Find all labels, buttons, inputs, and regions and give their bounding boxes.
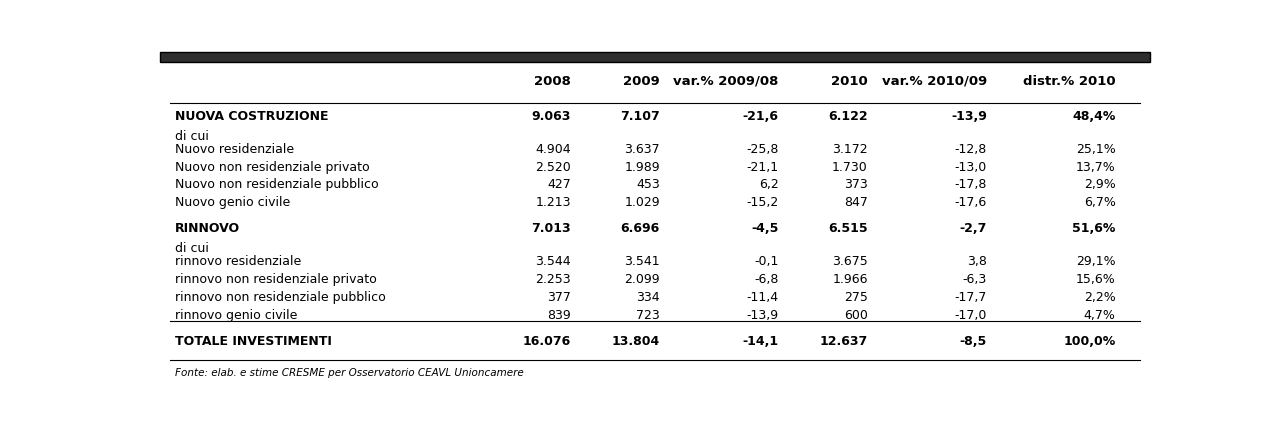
Text: 1.730: 1.730 xyxy=(832,160,868,174)
Text: -8,5: -8,5 xyxy=(960,335,987,347)
Text: -13,0: -13,0 xyxy=(955,160,987,174)
Text: rinnovo non residenziale pubblico: rinnovo non residenziale pubblico xyxy=(175,291,386,304)
Text: 3.675: 3.675 xyxy=(832,255,868,268)
Text: 3.172: 3.172 xyxy=(832,143,868,156)
Text: -11,4: -11,4 xyxy=(746,291,778,304)
Text: 3.637: 3.637 xyxy=(624,143,659,156)
Text: 100,0%: 100,0% xyxy=(1063,335,1116,347)
Text: 4,7%: 4,7% xyxy=(1084,309,1116,322)
Text: 13.804: 13.804 xyxy=(612,335,659,347)
Text: -17,0: -17,0 xyxy=(955,309,987,322)
Text: -17,6: -17,6 xyxy=(955,196,987,209)
Text: -14,1: -14,1 xyxy=(743,335,778,347)
Text: var.% 2009/08: var.% 2009/08 xyxy=(674,75,778,88)
Text: 2008: 2008 xyxy=(534,75,571,88)
Text: 723: 723 xyxy=(636,309,659,322)
Text: -6,3: -6,3 xyxy=(962,273,987,286)
Text: Nuovo genio civile: Nuovo genio civile xyxy=(175,196,290,209)
Text: 51,6%: 51,6% xyxy=(1072,222,1116,235)
Text: distr.% 2010: distr.% 2010 xyxy=(1022,75,1116,88)
Text: -21,1: -21,1 xyxy=(746,160,778,174)
Text: 16.076: 16.076 xyxy=(523,335,571,347)
Text: 847: 847 xyxy=(843,196,868,209)
Text: 9.063: 9.063 xyxy=(532,110,571,123)
Text: 2.253: 2.253 xyxy=(535,273,571,286)
Text: -6,8: -6,8 xyxy=(754,273,778,286)
Text: NUOVA COSTRUZIONE: NUOVA COSTRUZIONE xyxy=(175,110,328,123)
Text: -4,5: -4,5 xyxy=(751,222,778,235)
Text: 1.966: 1.966 xyxy=(832,273,868,286)
Text: RINNOVO: RINNOVO xyxy=(175,222,240,235)
Text: 25,1%: 25,1% xyxy=(1076,143,1116,156)
Text: -21,6: -21,6 xyxy=(743,110,778,123)
Text: 48,4%: 48,4% xyxy=(1072,110,1116,123)
Text: -15,2: -15,2 xyxy=(746,196,778,209)
Text: Nuovo residenziale: Nuovo residenziale xyxy=(175,143,294,156)
Text: Fonte: elab. e stime CRESME per Osservatorio CEAVL Unioncamere: Fonte: elab. e stime CRESME per Osservat… xyxy=(175,368,524,378)
Text: 453: 453 xyxy=(636,178,659,191)
Text: 3,8: 3,8 xyxy=(967,255,987,268)
Text: 1.213: 1.213 xyxy=(535,196,571,209)
Text: var.% 2010/09: var.% 2010/09 xyxy=(882,75,987,88)
Text: -0,1: -0,1 xyxy=(754,255,778,268)
Text: 6.696: 6.696 xyxy=(621,222,659,235)
Text: 427: 427 xyxy=(547,178,571,191)
Text: Nuovo non residenziale privato: Nuovo non residenziale privato xyxy=(175,160,369,174)
Text: rinnovo non residenziale privato: rinnovo non residenziale privato xyxy=(175,273,376,286)
Text: di cui: di cui xyxy=(175,242,208,255)
Text: -13,9: -13,9 xyxy=(746,309,778,322)
Text: 6,7%: 6,7% xyxy=(1084,196,1116,209)
Text: 1.989: 1.989 xyxy=(624,160,659,174)
Text: 7.107: 7.107 xyxy=(620,110,659,123)
Text: 2009: 2009 xyxy=(624,75,659,88)
Text: 2,2%: 2,2% xyxy=(1084,291,1116,304)
Text: Nuovo non residenziale pubblico: Nuovo non residenziale pubblico xyxy=(175,178,378,191)
Text: 1.029: 1.029 xyxy=(624,196,659,209)
Text: -25,8: -25,8 xyxy=(746,143,778,156)
Text: 7.013: 7.013 xyxy=(532,222,571,235)
Text: rinnovo residenziale: rinnovo residenziale xyxy=(175,255,300,268)
Text: 29,1%: 29,1% xyxy=(1076,255,1116,268)
Text: 6,2: 6,2 xyxy=(759,178,778,191)
Text: 373: 373 xyxy=(845,178,868,191)
Text: rinnovo genio civile: rinnovo genio civile xyxy=(175,309,296,322)
Text: 12.637: 12.637 xyxy=(819,335,868,347)
Text: 2.520: 2.520 xyxy=(535,160,571,174)
Text: 4.904: 4.904 xyxy=(535,143,571,156)
Text: 334: 334 xyxy=(636,291,659,304)
Text: 2,9%: 2,9% xyxy=(1084,178,1116,191)
Text: 15,6%: 15,6% xyxy=(1076,273,1116,286)
Text: -2,7: -2,7 xyxy=(960,222,987,235)
Text: 13,7%: 13,7% xyxy=(1076,160,1116,174)
Text: -13,9: -13,9 xyxy=(951,110,987,123)
Text: -17,7: -17,7 xyxy=(955,291,987,304)
FancyBboxPatch shape xyxy=(160,52,1150,61)
Text: 839: 839 xyxy=(547,309,571,322)
Text: 6.515: 6.515 xyxy=(828,222,868,235)
Text: di cui: di cui xyxy=(175,129,208,142)
Text: 600: 600 xyxy=(843,309,868,322)
Text: 377: 377 xyxy=(547,291,571,304)
Text: 2.099: 2.099 xyxy=(624,273,659,286)
Text: -17,8: -17,8 xyxy=(955,178,987,191)
Text: -12,8: -12,8 xyxy=(955,143,987,156)
Text: 3.544: 3.544 xyxy=(535,255,571,268)
Text: TOTALE INVESTIMENTI: TOTALE INVESTIMENTI xyxy=(175,335,331,347)
Text: 6.122: 6.122 xyxy=(828,110,868,123)
Text: 3.541: 3.541 xyxy=(624,255,659,268)
Text: 275: 275 xyxy=(843,291,868,304)
Text: 2010: 2010 xyxy=(831,75,868,88)
